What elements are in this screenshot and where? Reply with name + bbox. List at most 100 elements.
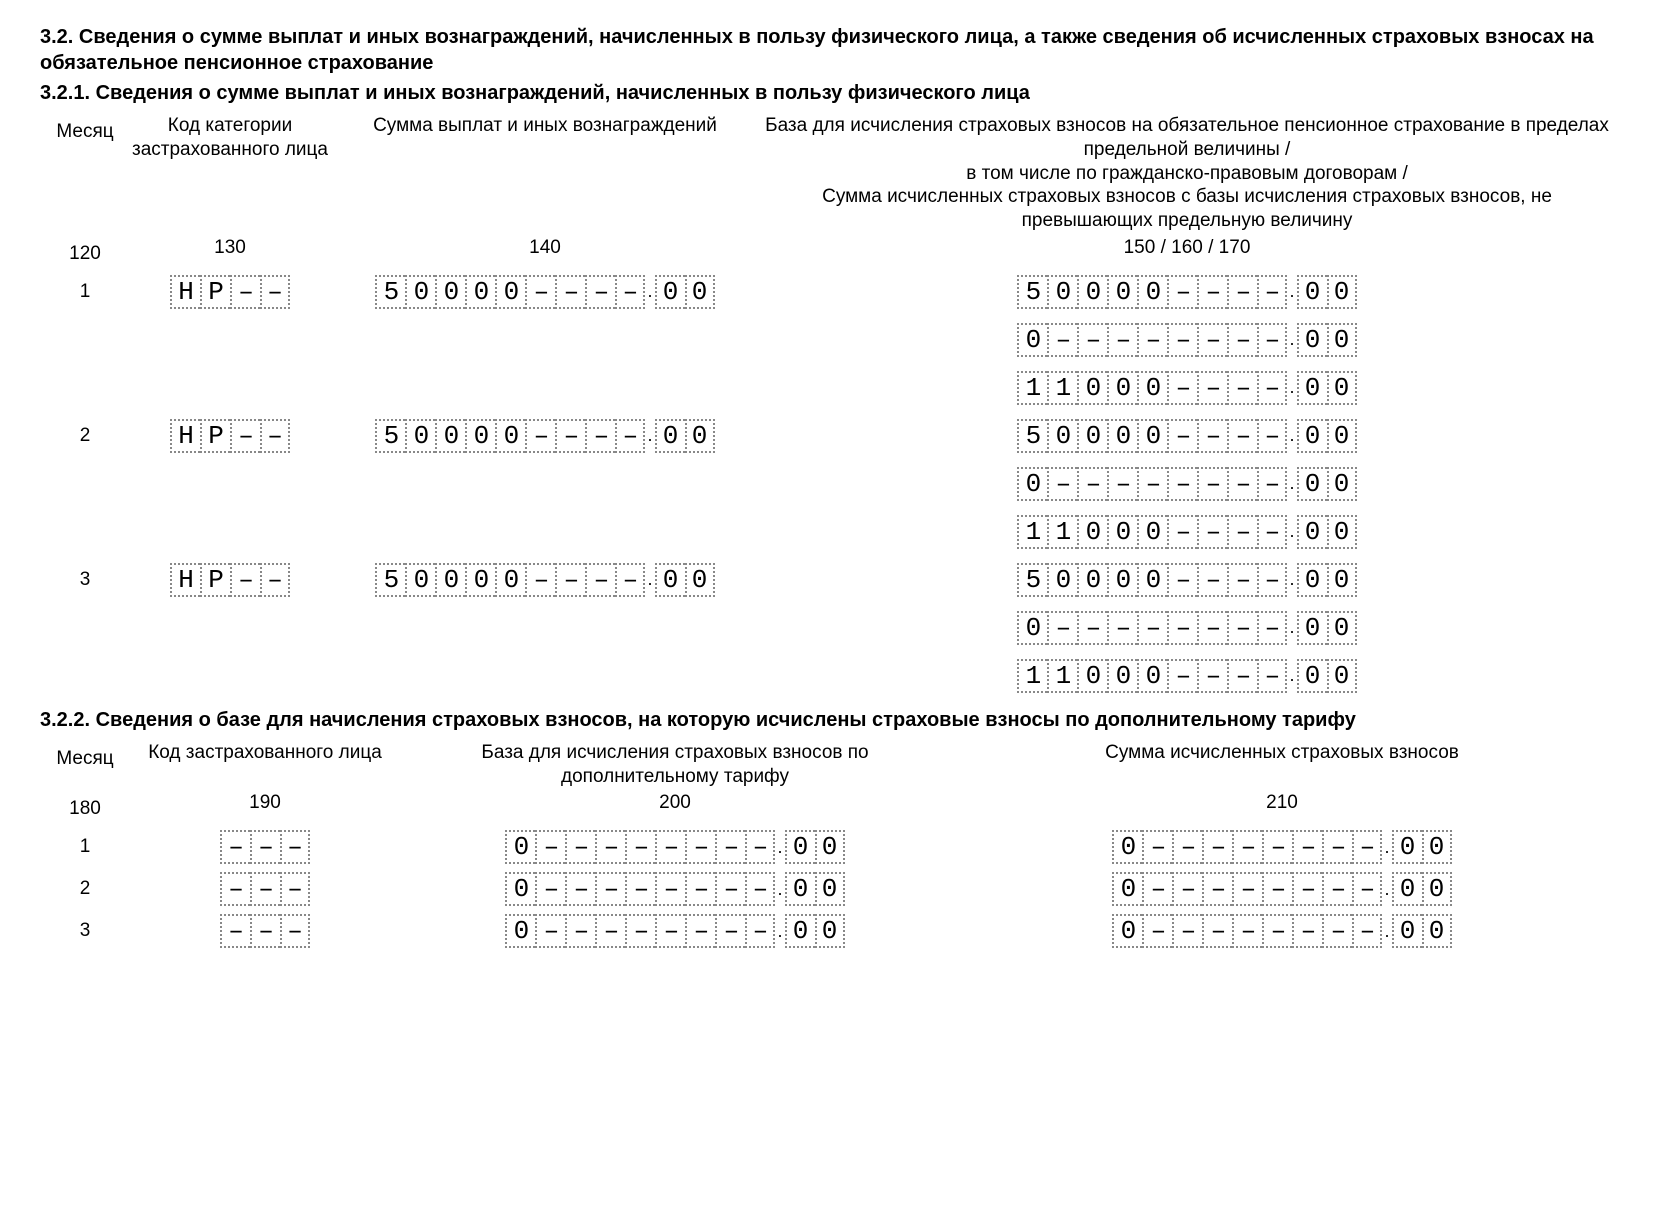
cell-box: – — [625, 872, 655, 906]
cell-box: – — [1077, 467, 1107, 501]
cell-box: 0 — [1297, 563, 1327, 597]
cell-box: Н — [170, 563, 200, 597]
cell-box: – — [1292, 914, 1322, 948]
cell-box: Н — [170, 275, 200, 309]
table-row: 2–––0––––––––.000––––––––.00 — [40, 872, 1614, 906]
cell-field: НР–– — [170, 275, 290, 309]
code-cell: ––– — [130, 830, 400, 864]
cell-box: – — [1227, 611, 1257, 645]
cell-field: 11000–––– — [1017, 515, 1287, 549]
cell-box: – — [585, 563, 615, 597]
base-cell: 50000––––.000––––––––.0011000––––.00 — [760, 563, 1614, 693]
cell-box: 0 — [1047, 275, 1077, 309]
cell-box: – — [250, 914, 280, 948]
cell-box: – — [1227, 419, 1257, 453]
base-cell: 50000––––.000––––––––.0011000––––.00 — [760, 419, 1614, 549]
code-cell: НР–– — [130, 563, 330, 597]
cell-box: – — [1167, 419, 1197, 453]
section-322-rows: 1–––0––––––––.000––––––––.002–––0–––––––… — [40, 830, 1614, 948]
cell-box: – — [1292, 872, 1322, 906]
cell-box: 0 — [785, 914, 815, 948]
cell-field: 00 — [655, 275, 715, 309]
cell-box: – — [280, 830, 310, 864]
cell-box: – — [595, 872, 625, 906]
cell-box: 0 — [1327, 563, 1357, 597]
cell-field: 00 — [655, 419, 715, 453]
cell-field: 00 — [1297, 611, 1357, 645]
cell-box: 0 — [1297, 371, 1327, 405]
cell-box: – — [220, 830, 250, 864]
cell-box: – — [1137, 323, 1167, 357]
cell-box: – — [625, 830, 655, 864]
cell-field: НР–– — [170, 563, 290, 597]
cell-box: 0 — [1047, 563, 1077, 597]
cell-box: Н — [170, 419, 200, 453]
amount-field: 0––––––––.00 — [1112, 872, 1451, 906]
cell-box: – — [1167, 275, 1197, 309]
cell-box: 0 — [655, 275, 685, 309]
cell-box: 1 — [1017, 515, 1047, 549]
code-base: 150 / 160 / 170 — [760, 237, 1614, 265]
cell-box: – — [615, 419, 645, 453]
section-322-headers: Месяц Код застрахованного лица База для … — [40, 741, 1614, 789]
cell-box: 1 — [1047, 659, 1077, 693]
cell-box: – — [1257, 323, 1287, 357]
cell-box: – — [220, 872, 250, 906]
cell-box: 0 — [505, 872, 535, 906]
decimal-dot: . — [1384, 837, 1389, 858]
cell-box: – — [585, 419, 615, 453]
cell-box: – — [1227, 563, 1257, 597]
base-cell: 0––––––––.00 — [400, 830, 950, 864]
decimal-dot: . — [1289, 617, 1294, 638]
cell-box: 0 — [505, 914, 535, 948]
cell-box: – — [1167, 659, 1197, 693]
cell-box: – — [745, 830, 775, 864]
decimal-dot: . — [777, 879, 782, 900]
code-cell: ––– — [130, 872, 400, 906]
cell-field: 00 — [655, 563, 715, 597]
cell-box: – — [1197, 515, 1227, 549]
cell-box: – — [260, 419, 290, 453]
base-stack: 50000––––.000––––––––.0011000––––.00 — [760, 419, 1614, 549]
cell-box: – — [260, 275, 290, 309]
cell-box: 0 — [815, 872, 845, 906]
cell-box: 0 — [1327, 467, 1357, 501]
cell-box: – — [1227, 275, 1257, 309]
cell-field: 50000–––– — [375, 419, 645, 453]
amount-field: 50000––––.00 — [375, 563, 714, 597]
cell-box: 0 — [1017, 611, 1047, 645]
cell-box: 0 — [1107, 659, 1137, 693]
cell-box: – — [745, 914, 775, 948]
cell-box: 0 — [1107, 515, 1137, 549]
cell-box: – — [1077, 611, 1107, 645]
cell-box: – — [525, 419, 555, 453]
cell-box: – — [1167, 323, 1197, 357]
cell-box: 5 — [375, 275, 405, 309]
cell-field: 11000–––– — [1017, 659, 1287, 693]
cell-box: – — [1232, 830, 1262, 864]
cell-box: – — [280, 914, 310, 948]
cell-box: – — [1227, 371, 1257, 405]
cell-box: – — [1167, 467, 1197, 501]
cell-box: – — [1352, 830, 1382, 864]
cell-box: – — [1137, 611, 1167, 645]
cell-field: 50000–––– — [1017, 563, 1287, 597]
amount-field: 0––––––––.00 — [505, 872, 844, 906]
header-base: База для исчисления страховых взносов на… — [760, 114, 1614, 233]
table-row: 2НР––50000––––.0050000––––.000––––––––.0… — [40, 419, 1614, 549]
cell-box: – — [1197, 419, 1227, 453]
month-cell: 1 — [40, 830, 130, 858]
cell-box: – — [1352, 914, 1382, 948]
sum-cell: 0––––––––.00 — [950, 830, 1614, 864]
cell-box: 5 — [1017, 563, 1047, 597]
cell-box: – — [615, 275, 645, 309]
cell-box: – — [1257, 275, 1287, 309]
cell-box: – — [1172, 914, 1202, 948]
cell-field: ––– — [220, 830, 310, 864]
cell-box: – — [1227, 467, 1257, 501]
decimal-dot: . — [1384, 879, 1389, 900]
decimal-dot: . — [1289, 665, 1294, 686]
cell-box: – — [595, 830, 625, 864]
decimal-dot: . — [1384, 921, 1389, 942]
cell-box: – — [715, 914, 745, 948]
